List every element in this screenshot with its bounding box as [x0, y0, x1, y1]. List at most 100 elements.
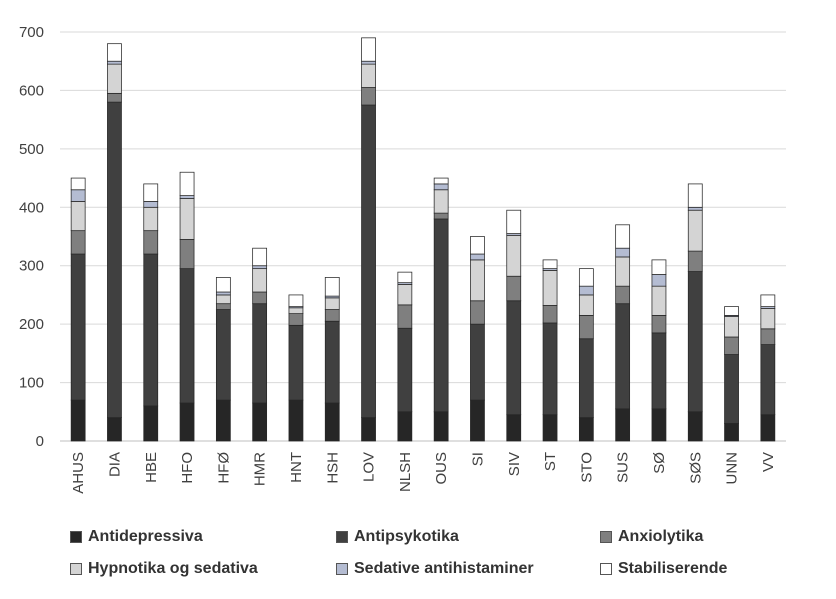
bar-segment — [506, 300, 522, 416]
x-tick-label: STO — [578, 452, 595, 483]
bar-segment — [70, 189, 86, 202]
bar-segment — [215, 399, 231, 442]
bar-segment — [179, 239, 195, 270]
bar-segment — [578, 338, 594, 419]
bar-segment — [397, 327, 413, 413]
bar-segment — [578, 315, 594, 340]
bar-segment — [760, 294, 776, 307]
bar-segment — [361, 37, 376, 62]
bar-segment — [578, 294, 594, 316]
bar-segment — [470, 399, 485, 442]
bars — [70, 37, 776, 442]
gridlines — [60, 31, 786, 442]
bar-segment — [70, 399, 86, 442]
x-tick-label: HFØ — [215, 452, 232, 484]
bar-segment — [179, 198, 195, 240]
bar-segment — [542, 414, 558, 442]
bar-segment — [760, 414, 776, 442]
bar-segment — [651, 259, 667, 275]
legend-swatch — [70, 531, 82, 543]
bar-segment — [252, 265, 268, 270]
x-tick-label: SUS — [615, 452, 632, 483]
bar-segment — [252, 402, 268, 442]
y-tick-label: 600 — [19, 82, 44, 99]
x-tick-label: SI — [469, 452, 486, 466]
legend-item: Stabiliserende — [600, 558, 727, 580]
bar-segment — [361, 104, 376, 419]
bar-segment — [397, 271, 413, 284]
bar-segment — [107, 63, 122, 94]
bar-segment — [724, 316, 739, 338]
legend-item: Hypnotika og sedativa — [70, 558, 258, 580]
x-tick-label: VV — [760, 452, 777, 472]
y-axis: 0 100 200 300 400 500 600 700 — [19, 24, 44, 450]
bar-segment — [215, 277, 231, 293]
legend-swatch — [600, 563, 612, 575]
bar-segment — [506, 209, 522, 234]
bar-segment — [578, 285, 594, 296]
y-tick-label: 100 — [19, 375, 44, 392]
bar-segment — [143, 206, 159, 232]
bar-segment — [651, 408, 667, 442]
legend-label: Anxiolytika — [618, 528, 704, 545]
bar-segment — [252, 291, 268, 305]
bar-segment — [107, 60, 122, 65]
bar-segment — [70, 201, 86, 232]
legend-label: Hypnotika og sedativa — [88, 560, 258, 577]
x-tick-label: NLSH — [397, 452, 414, 492]
bar-segment — [687, 271, 703, 413]
legend-item: Sedative antihistaminer — [336, 558, 534, 580]
bar-segment — [578, 268, 594, 287]
x-tick-label: LOV — [361, 452, 378, 482]
bar-segment — [724, 336, 739, 355]
y-tick-label: 0 — [36, 433, 44, 450]
bar-segment — [724, 423, 739, 442]
bar-segment — [615, 224, 631, 249]
bar-segment — [288, 307, 304, 315]
bar-segment — [397, 284, 413, 306]
bar-segment — [433, 189, 449, 214]
chart-svg: 0 100 200 300 400 500 600 700 AHUS DIA HBE HFO HFØ H… — [19, 24, 786, 494]
bar-segment — [179, 402, 195, 442]
x-axis: AHUS DIA HBE HFO HFØ HMR HNT HSH LOV NLSH OUS SI SIV… — [70, 452, 777, 494]
bar-segment — [324, 297, 340, 310]
bar-segment — [397, 411, 413, 442]
bar-segment — [687, 250, 703, 272]
x-tick-label: SIV — [506, 452, 523, 476]
bar-segment — [433, 212, 449, 220]
bar-segment — [288, 324, 304, 401]
x-tick-label: SØ — [651, 452, 668, 474]
bar-segment — [433, 218, 449, 413]
bar-segment — [724, 354, 739, 424]
bar-segment — [578, 417, 594, 442]
bar-segment — [470, 259, 485, 302]
x-tick-label: HFO — [179, 452, 196, 484]
bar-segment — [215, 309, 231, 401]
legend-swatch — [336, 531, 348, 543]
bar-segment — [252, 303, 268, 404]
bar-segment — [179, 171, 195, 196]
x-tick-label: OUS — [433, 452, 450, 485]
bar-segment — [143, 405, 159, 442]
bar-segment — [70, 253, 86, 401]
bar-segment — [506, 414, 522, 442]
legend-label: Stabiliserende — [618, 560, 728, 577]
x-tick-label: HMR — [252, 452, 269, 486]
bar-segment — [252, 247, 268, 267]
legend-swatch — [600, 531, 612, 543]
x-tick-label: HNT — [288, 452, 305, 483]
bar-segment — [107, 92, 122, 103]
bar-segment — [687, 411, 703, 442]
bar-segment — [760, 344, 776, 416]
bar-segment — [542, 270, 558, 306]
bar-segment — [542, 305, 558, 324]
bar-segment — [615, 256, 631, 287]
legend-swatch — [70, 563, 82, 575]
bar-segment — [687, 209, 703, 252]
x-tick-label: SØS — [687, 452, 704, 484]
y-tick-label: 500 — [19, 141, 44, 158]
bar-segment — [288, 313, 304, 326]
bar-segment — [760, 307, 776, 330]
legend-item: Anxiolytika — [600, 526, 703, 548]
